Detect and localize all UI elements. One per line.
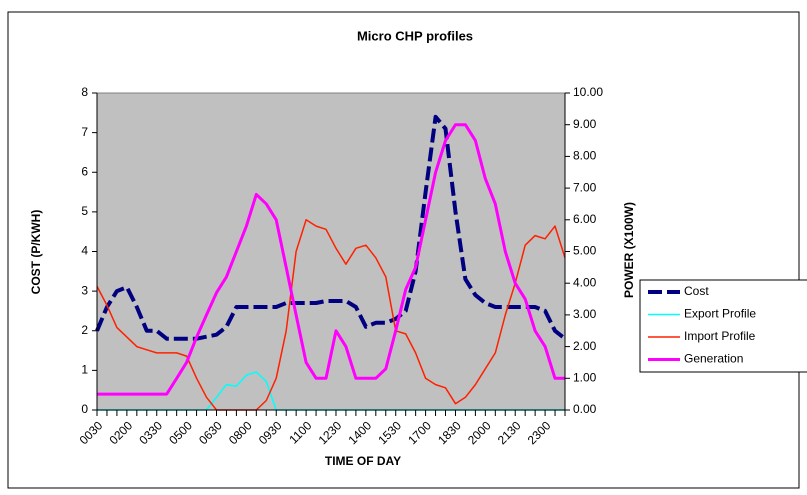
series-line [95,114,567,341]
plot-area [96,92,566,411]
y2-tick-label: 7.00 [573,180,597,194]
y-tick-label: 7 [81,125,88,139]
legend-label: Cost [684,284,709,298]
legend-label: Export Profile [684,307,756,321]
y-tick-label: 3 [81,283,88,297]
legend-label: Import Profile [684,329,756,343]
y-axis-title: COST (P/KWH) [29,210,43,295]
y-tick-label: 1 [81,363,88,377]
y2-tick-label: 5.00 [573,244,597,258]
x-axis-title: TIME OF DAY [325,454,401,468]
chart-title: Micro CHP profiles [357,28,473,43]
y-tick-label: 8 [81,85,88,99]
legend-label: Generation [684,352,743,366]
y2-axis-title: POWER (X100W) [622,202,636,298]
y2-tick-label: 9.00 [573,117,597,131]
y2-tick-label: 1.00 [573,370,597,384]
y-tick-label: 0 [81,402,88,416]
y2-tick-label: 4.00 [573,275,597,289]
series-line [97,123,565,396]
legend-box [639,279,807,373]
y-tick-label: 2 [81,323,88,337]
y2-tick-label: 8.00 [573,149,597,163]
y2-tick-label: 3.00 [573,307,597,321]
y-tick-label: 4 [81,244,88,258]
y2-tick-label: 2.00 [573,339,597,353]
y-tick-label: 5 [81,204,88,218]
series-line [96,219,566,411]
y2-tick-label: 0.00 [573,402,597,416]
y2-tick-label: 6.00 [573,212,597,226]
y2-tick-label: 10.00 [573,85,603,99]
y-tick-label: 6 [81,164,88,178]
